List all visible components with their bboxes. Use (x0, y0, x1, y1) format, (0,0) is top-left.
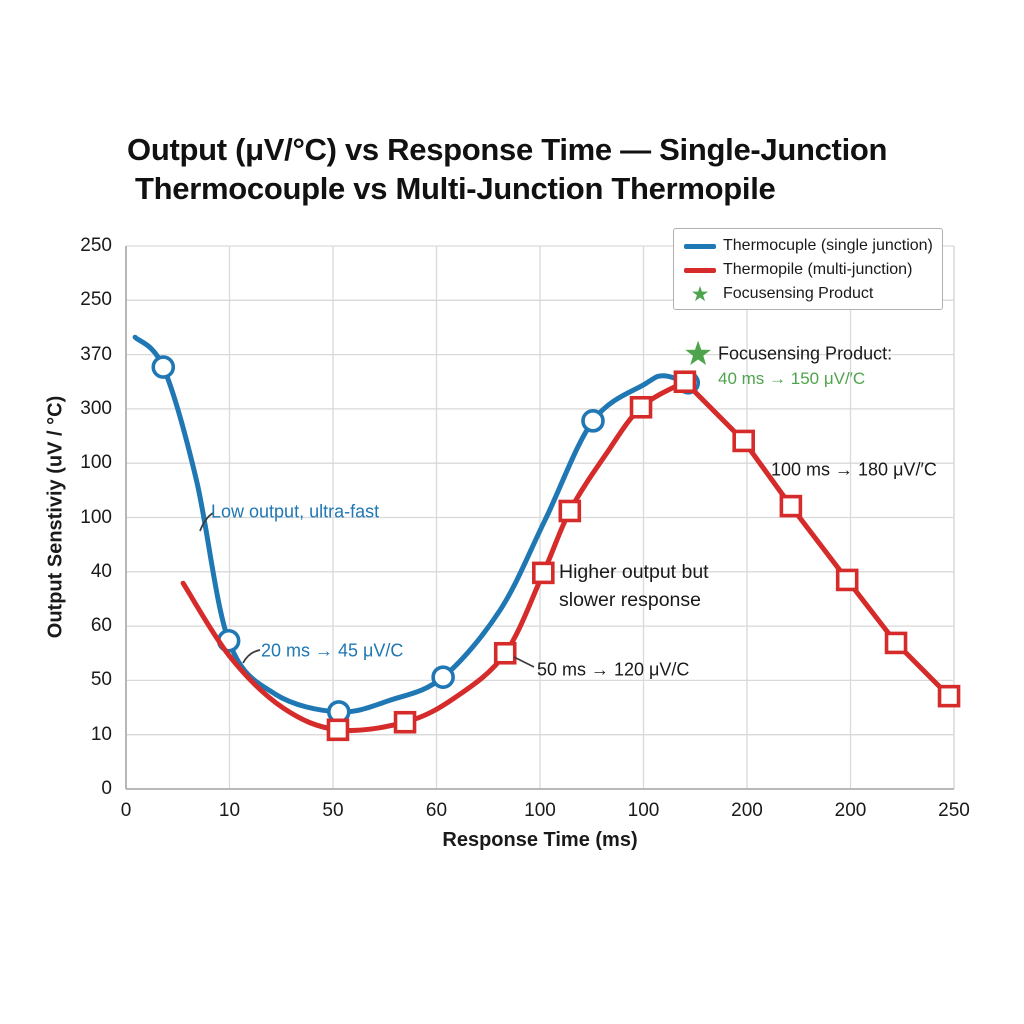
legend-item-thermocouple: Thermocuple (single junction) (684, 234, 942, 258)
x-tick-label: 100 (627, 800, 660, 821)
annotation-50ms-point: 50 ms → 120 μV/C (537, 659, 690, 680)
y-tick-label: 100 (80, 452, 112, 474)
y-tick-label: 250 (80, 235, 112, 256)
legend-item-focusensing: ★ Focusensing Product (684, 282, 942, 306)
x-tick-label: 200 (731, 800, 763, 821)
x-axis-title: Response Time (ms) (442, 829, 638, 851)
chart-title: Output (μV/°C) vs Response Time — Single… (127, 130, 887, 208)
star-icon: ★ (690, 282, 710, 306)
y-axis-title: Output Senstiviy (uV / °C) (44, 395, 67, 639)
x-tick-label: 0 (120, 800, 132, 821)
x-tick-label: 50 (322, 800, 344, 821)
thermopile-line-swatch (684, 267, 716, 273)
annotation-low-output: Low output, ultra-fast (211, 501, 380, 522)
annotation-higher-output-line1: Higher output but (559, 561, 709, 583)
thermocouple-line-swatch (684, 243, 716, 249)
y-tick-label: 370 (80, 343, 112, 365)
y-tick-label: 100 (80, 506, 112, 528)
x-tick-label: 10 (218, 800, 241, 821)
annotation-focusensing-value: 40 ms → 150 μV/′C (718, 369, 866, 388)
y-tick-label: 10 (90, 723, 112, 745)
legend-label-focusensing: Focusensing Product (723, 285, 874, 302)
annotation-higher-output: Higher output but slower response (559, 558, 709, 614)
y-tick-label: 0 (101, 778, 112, 799)
legend-label-thermopile: Thermopile (multi-junction) (723, 261, 913, 278)
legend-item-thermopile: Thermopile (multi-junction) (684, 258, 942, 282)
chart-title-line1: Output (μV/°C) vs Response Time — Single… (127, 132, 888, 167)
annotation-focusensing-title: Focusensing Product: (718, 343, 893, 364)
y-tick-label: 40 (90, 560, 112, 582)
x-tick-label: 250 (938, 800, 970, 821)
x-tick-label: 200 (834, 800, 867, 821)
annotation-higher-output-line2: slower response (559, 589, 701, 611)
y-tick-label: 250 (80, 289, 112, 311)
y-tick-label: 300 (80, 397, 112, 419)
chart-title-line2: Thermocouple vs Multi-Junction Thermopil… (135, 171, 776, 206)
x-tick-label: 100 (524, 800, 556, 821)
x-tick-label: 60 (425, 800, 448, 821)
legend: Thermocuple (single junction) Thermopile… (673, 228, 943, 310)
annotation-20ms-point: 20 ms → 45 μV/C (261, 640, 404, 661)
y-tick-label: 50 (90, 669, 112, 691)
annotation-100ms-point: 100 ms → 180 μV/′C (771, 459, 937, 480)
legend-label-thermocouple: Thermocuple (single junction) (723, 237, 933, 254)
x-axis-tick-labels: 0 10 50 60 100 100 200 200 250 (0, 800, 1024, 830)
y-axis-tick-labels: 250 250 370 300 100 100 40 60 50 10 0 (0, 0, 112, 1024)
y-tick-label: 60 (90, 615, 112, 637)
